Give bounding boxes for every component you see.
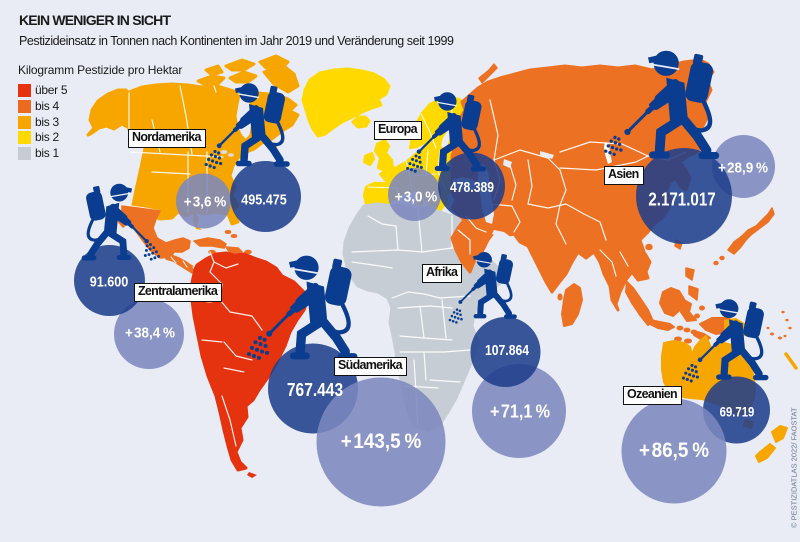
svg-text:© PESTIZIDATLAS 2022/ FAOSTAT: © PESTIZIDATLAS 2022/ FAOSTAT	[790, 407, 799, 528]
